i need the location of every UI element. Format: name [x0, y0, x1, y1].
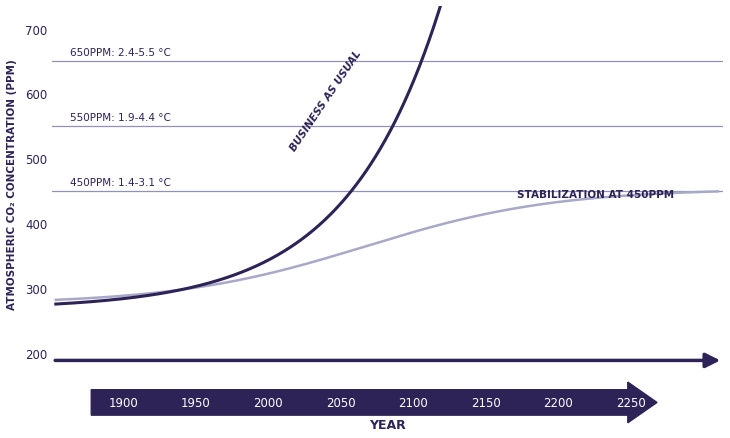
Text: 2100: 2100 [399, 396, 429, 409]
Text: 2250: 2250 [616, 396, 646, 409]
X-axis label: YEAR: YEAR [369, 418, 406, 431]
Text: BUSINESS AS USUAL: BUSINESS AS USUAL [288, 48, 364, 152]
Text: 450PPM: 1.4-3.1 °C: 450PPM: 1.4-3.1 °C [69, 177, 171, 187]
Text: 2150: 2150 [471, 396, 501, 409]
Text: 1950: 1950 [181, 396, 210, 409]
Text: 1900: 1900 [108, 396, 138, 409]
Text: STABILIZATION AT 450PPM: STABILIZATION AT 450PPM [517, 190, 674, 200]
Text: 550PPM: 1.9-4.4 °C: 550PPM: 1.9-4.4 °C [69, 113, 171, 123]
Text: 2050: 2050 [326, 396, 356, 409]
Text: 650PPM: 2.4-5.5 °C: 650PPM: 2.4-5.5 °C [69, 48, 171, 58]
Text: 2000: 2000 [253, 396, 283, 409]
Text: 2200: 2200 [543, 396, 573, 409]
Y-axis label: ATMOSPHERIC CO₂ CONCENTRATION (PPM): ATMOSPHERIC CO₂ CONCENTRATION (PPM) [7, 59, 17, 309]
